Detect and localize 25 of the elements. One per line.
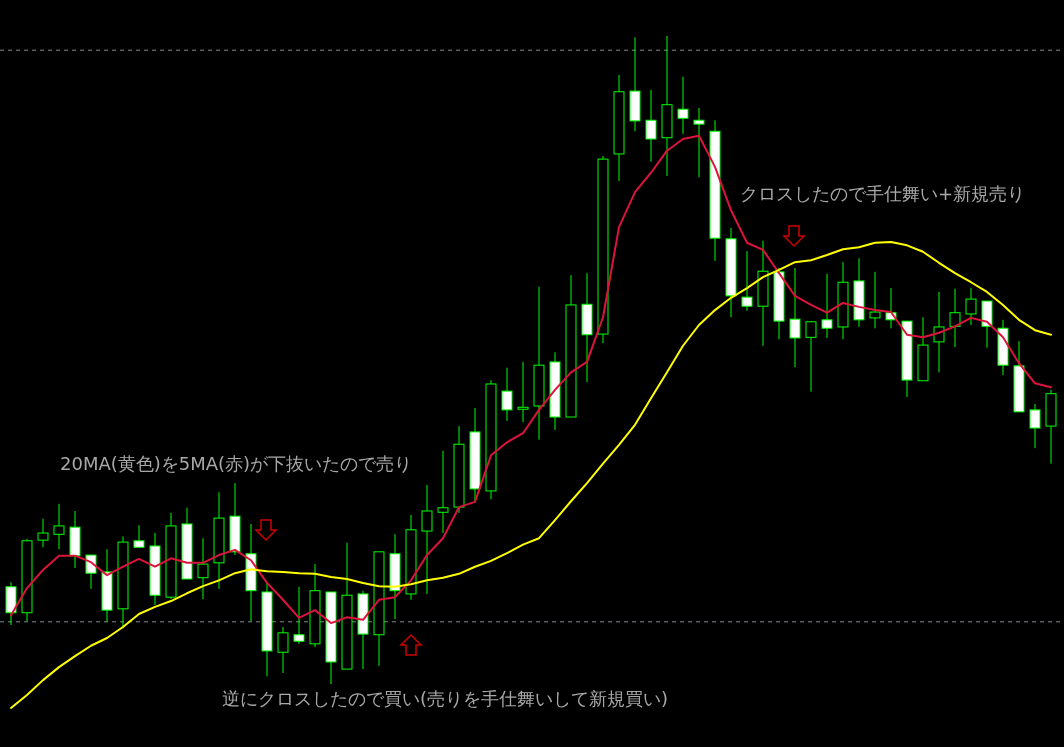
candlestick bbox=[421, 484, 433, 595]
candlestick bbox=[293, 586, 305, 645]
candlestick bbox=[53, 503, 65, 550]
candlestick bbox=[949, 288, 961, 348]
candlestick bbox=[1029, 403, 1041, 449]
candlestick bbox=[501, 367, 513, 422]
candlestick bbox=[965, 287, 977, 326]
candlestick bbox=[645, 89, 657, 163]
candlestick bbox=[277, 626, 289, 674]
annotation: クロスしたので手仕舞い+新規売り bbox=[740, 183, 1026, 204]
candlestick bbox=[37, 518, 49, 548]
candlestick bbox=[437, 450, 449, 534]
candlestick bbox=[197, 537, 209, 600]
annotation: 20MA(黄色)を5MA(赤)が下抜いたので売り bbox=[60, 453, 413, 474]
candlestick bbox=[517, 361, 529, 423]
candlestick bbox=[789, 267, 801, 368]
candlestick bbox=[677, 76, 689, 135]
candlestick bbox=[805, 320, 817, 393]
candlestick bbox=[869, 271, 881, 329]
text: 逆にクロスしたので買い(売りを手仕舞いして新規買い) bbox=[222, 688, 669, 709]
candlestick bbox=[133, 524, 145, 548]
candlestick bbox=[741, 250, 753, 312]
candlestick bbox=[933, 291, 945, 373]
candlestick bbox=[693, 107, 705, 178]
candlestick bbox=[821, 273, 833, 339]
